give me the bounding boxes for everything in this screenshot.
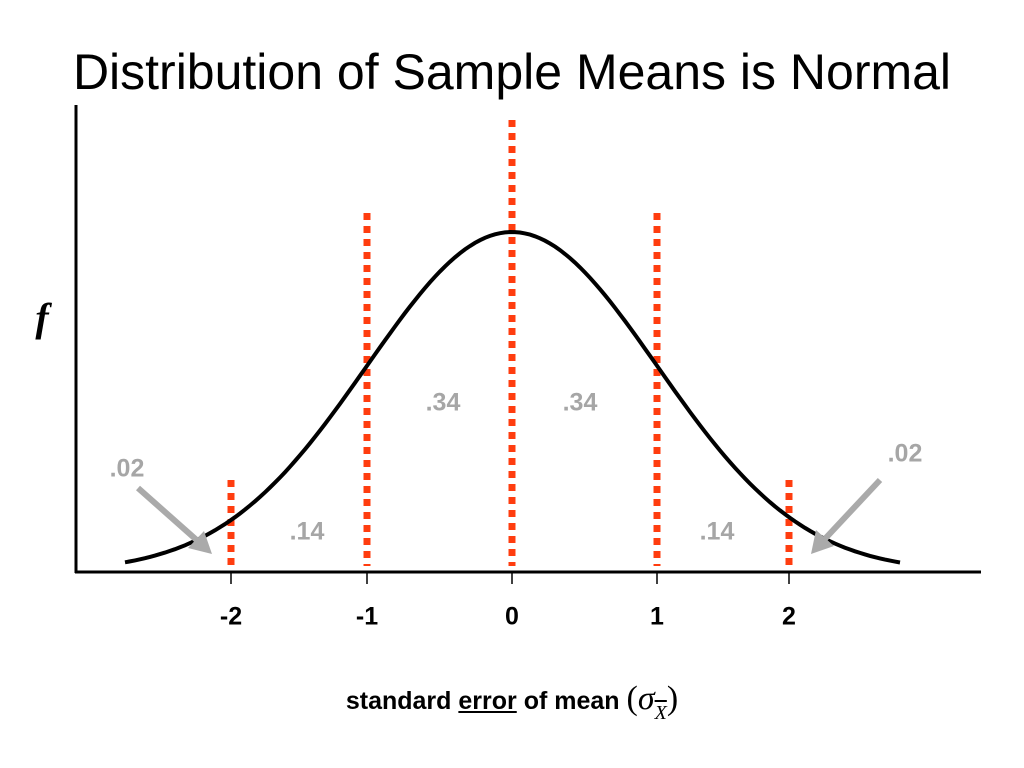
arrow	[819, 477, 883, 545]
x-tick-label: 2	[782, 603, 796, 631]
normal-curve	[124, 229, 901, 565]
arrow-head	[811, 530, 834, 554]
x-tick-label: 1	[650, 603, 664, 631]
paren: )	[666, 680, 679, 717]
arrows	[136, 477, 883, 554]
x-tick-label: -2	[220, 603, 242, 631]
sigma: σ	[637, 680, 655, 717]
area-label: .02	[888, 440, 923, 468]
x-axis-label: standard error of mean (σX)	[0, 680, 1024, 724]
paren: (	[626, 680, 638, 717]
sd-lines	[227, 120, 793, 584]
area-label: .02	[110, 455, 145, 483]
area-label: .14	[290, 518, 325, 546]
area-label: .34	[563, 389, 598, 417]
x-tick-label: -1	[356, 603, 378, 631]
x-tick-label: 0	[505, 603, 519, 631]
arrow	[136, 485, 202, 546]
arrow-head	[188, 531, 212, 554]
labels: -2 -1 0 1 2 .02 .14 .34 .34 .14 .02	[110, 389, 923, 631]
y-axis-label: f	[35, 295, 52, 340]
area-label: .34	[426, 389, 461, 417]
title: Distribution of Sample Means is Normal	[73, 44, 951, 100]
subscript: X	[654, 702, 667, 724]
area-label: .14	[700, 518, 735, 546]
label-text: error	[458, 687, 517, 715]
label-text: standard	[345, 687, 459, 715]
label-text: of mean	[516, 687, 620, 715]
